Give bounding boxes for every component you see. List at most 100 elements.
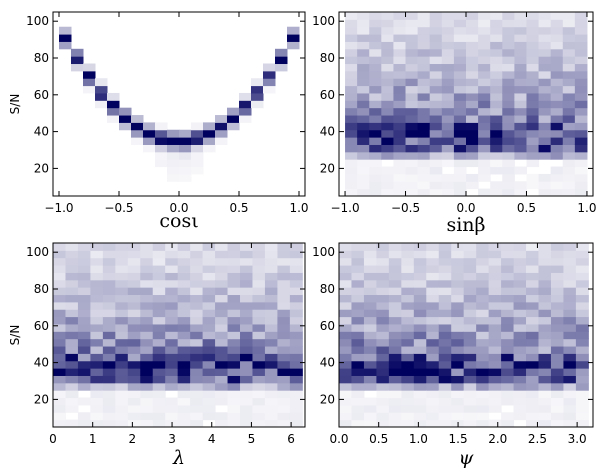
heatmap-cell <box>275 63 288 72</box>
heatmap-cell <box>190 331 204 340</box>
heatmap-cell <box>514 115 527 123</box>
heatmap-cell <box>526 85 540 94</box>
heatmap-cell <box>363 287 377 296</box>
heatmap-cell <box>417 56 431 65</box>
heatmap-cell <box>405 100 419 109</box>
heatmap-cell <box>526 412 539 421</box>
heatmap-cell <box>191 137 204 145</box>
heatmap-cell <box>526 279 539 288</box>
heatmap-cell <box>426 323 440 332</box>
heatmap-cell <box>127 338 141 347</box>
heatmap-cell <box>53 397 66 406</box>
heatmap-cell <box>429 173 443 182</box>
heatmap-cell <box>550 70 564 79</box>
heatmap-cell <box>401 309 415 318</box>
heatmap-cell <box>381 137 394 145</box>
y-tick-label: 40 <box>34 125 49 139</box>
heatmap-cell <box>441 188 455 197</box>
heatmap-cell <box>381 181 394 190</box>
heatmap-cell <box>453 122 467 131</box>
heatmap-cell <box>264 243 278 251</box>
heatmap-cell <box>405 70 419 79</box>
heatmap-cell <box>388 353 402 362</box>
heatmap-cell <box>476 243 490 251</box>
heatmap-cell <box>393 115 407 123</box>
heatmap-cell <box>463 294 477 303</box>
heatmap-cell <box>550 250 564 259</box>
x-tick-label: 1.0 <box>577 201 596 215</box>
heatmap-cell <box>264 375 278 384</box>
heatmap-cell <box>538 390 552 399</box>
heatmap-cell <box>502 115 515 123</box>
heatmap-cell <box>441 181 455 190</box>
heatmap-cell <box>381 63 394 72</box>
heatmap-cell <box>526 382 539 391</box>
heatmap-cell <box>453 151 467 160</box>
heatmap-cell <box>575 390 589 399</box>
heatmap-cell <box>53 404 66 413</box>
heatmap-cell <box>451 279 465 288</box>
heatmap-cell <box>417 115 431 123</box>
heatmap-cell <box>177 404 191 413</box>
heatmap-cell <box>95 100 108 109</box>
heatmap-cell <box>393 159 407 168</box>
heatmap-cell <box>413 316 427 325</box>
heatmap-cell <box>501 250 515 259</box>
heatmap-cell <box>526 419 539 428</box>
heatmap-cell <box>476 368 490 376</box>
heatmap-cell <box>426 250 440 259</box>
heatmap-cell <box>550 56 564 65</box>
heatmap-cell <box>538 404 552 413</box>
heatmap-cell <box>381 19 394 28</box>
heatmap-cell <box>363 323 377 332</box>
heatmap-cell <box>102 346 116 354</box>
heatmap-cell <box>345 48 358 57</box>
heatmap-cell <box>102 279 116 288</box>
heatmap-cell <box>177 309 191 318</box>
heatmap-cell <box>90 309 104 318</box>
heatmap-cell <box>401 346 415 354</box>
heatmap-cell <box>65 294 79 303</box>
heatmap-cell <box>574 107 588 116</box>
heatmap-cell <box>140 368 154 376</box>
heatmap-cell <box>277 287 291 296</box>
heatmap-cell <box>502 107 515 116</box>
heatmap-cell <box>526 181 540 190</box>
heatmap-cell <box>490 92 503 101</box>
heatmap-cell <box>165 412 179 421</box>
heatmap-cell <box>429 41 443 50</box>
heatmap-cell <box>413 265 427 273</box>
heatmap-cell <box>215 115 228 123</box>
heatmap-cell <box>550 272 564 281</box>
heatmap-cell <box>357 137 370 145</box>
heatmap-cell <box>463 375 477 384</box>
heatmap-cell <box>90 331 104 340</box>
heatmap-cell <box>426 338 440 347</box>
heatmap-cell <box>502 159 515 168</box>
heatmap-cell <box>277 382 291 391</box>
heatmap-cell <box>190 412 204 421</box>
heatmap-cell <box>563 390 577 399</box>
heatmap-cell <box>215 137 228 145</box>
heatmap-cell <box>369 12 382 20</box>
heatmap-cell <box>357 181 370 190</box>
heatmap-cell <box>562 115 576 123</box>
heatmap-cell <box>490 34 503 42</box>
heatmap-cell <box>155 137 168 145</box>
heatmap-cell <box>478 115 491 123</box>
heatmap-cell <box>563 287 577 296</box>
heatmap-cell <box>215 272 229 281</box>
heatmap-cell <box>177 301 191 310</box>
heatmap-cell <box>376 309 390 318</box>
heatmap-cell <box>215 279 229 288</box>
heatmap-cell <box>77 375 91 384</box>
heatmap-cell <box>488 390 502 399</box>
heatmap-cell <box>426 265 440 273</box>
heatmap-cell <box>102 323 116 332</box>
heatmap-cell <box>513 265 527 273</box>
heatmap-cell <box>140 390 154 399</box>
heatmap-cell <box>513 250 527 259</box>
heatmap-cell <box>152 279 166 288</box>
heatmap-cell <box>59 34 72 42</box>
heatmap-cell <box>501 257 515 266</box>
